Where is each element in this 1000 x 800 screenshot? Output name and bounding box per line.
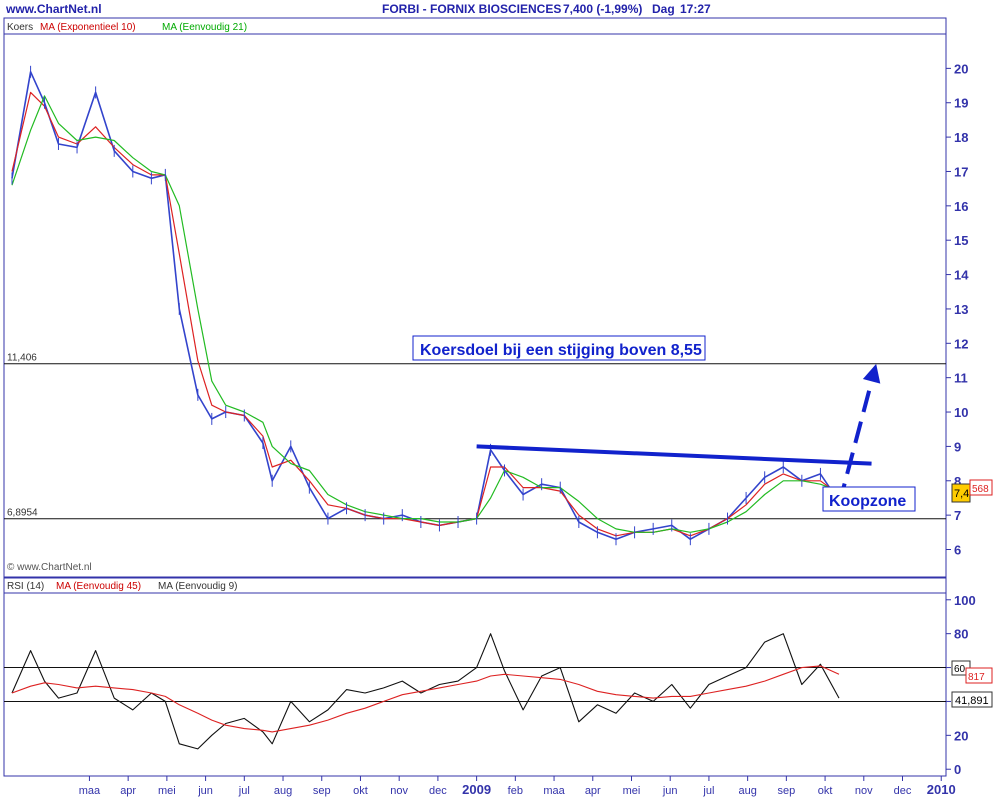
last-quote: 7,400 (-1,99%) (563, 2, 643, 16)
watermark: © www.ChartNet.nl (7, 562, 92, 573)
xtick-label-20: nov (855, 785, 873, 797)
header-bar: www.ChartNet.nl FORBI - FORNIX BIOSCIENC… (0, 0, 1000, 18)
rsi-ma-tag (965, 667, 993, 684)
xtick-label-12: maa (543, 785, 565, 797)
rsi-current-tag-text: 41,891 (955, 695, 989, 707)
price-ytick-label-11: 17 (954, 164, 968, 179)
legend-sma21: MA (Eenvoudig 21) (162, 22, 247, 33)
xtick-label-4: jul (238, 785, 250, 797)
xtick-label-9: dec (429, 785, 447, 797)
price-ytick-label-14: 20 (954, 61, 968, 76)
target-annotation-text: Koersdoel bij een stijging boven 8,55 (420, 342, 702, 359)
time-label: 17:27 (680, 2, 711, 16)
xtick-label-16: jul (702, 785, 714, 797)
price-ytick-label-6: 12 (954, 336, 968, 351)
legend-koers: Koers (7, 22, 33, 33)
price-hline-label-0: 11,406 (7, 353, 37, 364)
xtick-label-22: 2010 (927, 782, 956, 797)
price-ytick-label-10: 16 (954, 199, 968, 214)
site-name[interactable]: www.ChartNet.nl (6, 2, 102, 16)
xtick-label-14: mei (623, 785, 641, 797)
xtick-label-2: mei (158, 785, 176, 797)
price-ytick-label-9: 15 (954, 233, 968, 248)
xtick-label-5: aug (274, 785, 292, 797)
xtick-label-8: nov (390, 785, 408, 797)
price-ytick-label-7: 13 (954, 302, 968, 317)
price-ytick-label-8: 14 (954, 268, 969, 283)
price-ytick-label-1: 7 (954, 508, 961, 523)
price-ytick-label-3: 9 (954, 439, 961, 454)
xtick-label-11: feb (508, 785, 523, 797)
price-ytick-label-12: 18 (954, 130, 968, 145)
xtick-label-1: apr (120, 785, 136, 797)
xtick-label-21: dec (894, 785, 912, 797)
rsi-ytick-label-1: 20 (954, 728, 968, 743)
rsi-panel-frame (3, 577, 947, 777)
rsi-ma-tag-text: 817 (968, 672, 985, 683)
price-series-1 (11, 91, 840, 537)
buy-zone-box (822, 486, 916, 512)
xtick-label-6: sep (313, 785, 331, 797)
price-ytick-label-2: 8 (954, 474, 961, 489)
buy-zone-text: Koopzone (829, 493, 906, 510)
breakout-arrow (837, 380, 874, 506)
xtick-label-13: apr (585, 785, 601, 797)
target-annotation-box (412, 335, 706, 361)
breakout-arrow-head (862, 363, 881, 384)
rsi-series-1 (11, 665, 840, 733)
period-label: Dag (652, 2, 675, 16)
rsi-current-tag (951, 691, 993, 708)
legend-rsi: RSI (14) (7, 581, 44, 592)
current-price-tag-text: 7,4 (954, 488, 969, 500)
price-ytick-label-4: 10 (954, 405, 968, 420)
rsi-ytick-label-0: 0 (954, 762, 961, 777)
xtick-label-18: sep (777, 785, 795, 797)
xtick-label-0: maa (79, 785, 101, 797)
xtick-label-10: 2009 (462, 782, 491, 797)
rsi-ytick-label-4: 80 (954, 627, 968, 642)
xtick-label-15: jun (662, 785, 678, 797)
rsi-series-0 (11, 633, 840, 750)
price-ytick-label-13: 19 (954, 96, 968, 111)
xtick-label-19: okt (818, 785, 833, 797)
price-panel-frame (3, 17, 947, 578)
price-ytick-label-5: 11 (954, 371, 968, 386)
chart-title: FORBI - FORNIX BIOSCIENCES (382, 2, 562, 16)
ma-price-tag (969, 479, 993, 496)
xtick-label-7: okt (353, 785, 368, 797)
rsi-ytick-label-5: 100 (954, 593, 976, 608)
resistance-trendline (476, 444, 872, 466)
legend-rsi-ma9: MA (Eenvoudig 9) (158, 581, 238, 592)
price-ytick-label-0: 6 (954, 543, 961, 558)
xtick-label-3: jun (197, 785, 213, 797)
rsi-60-tag-text: 60 (954, 664, 966, 675)
ma-price-tag-text: 568 (972, 484, 989, 495)
price-hline-label-1: 6,8954 (7, 508, 38, 519)
xtick-label-17: aug (738, 785, 756, 797)
legend-rsi-ma45: MA (Eenvoudig 45) (56, 581, 141, 592)
legend-ema10: MA (Exponentieel 10) (40, 22, 136, 33)
price-series-2 (11, 95, 840, 533)
